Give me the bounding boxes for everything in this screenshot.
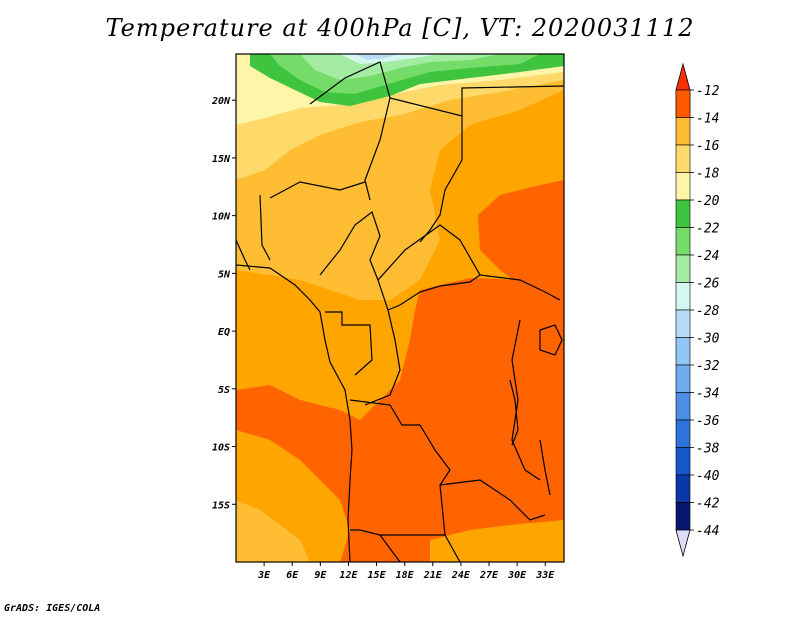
band-minus30-top bbox=[355, 54, 400, 60]
map-frame bbox=[235, 53, 565, 563]
colorbar-box bbox=[675, 199, 691, 228]
colorbar-box bbox=[675, 447, 691, 476]
colorbar-box bbox=[675, 282, 691, 311]
border-zambia bbox=[439, 479, 546, 521]
lake-malawi bbox=[539, 439, 551, 496]
band-minus26-top bbox=[300, 54, 500, 80]
border-south-sudan bbox=[479, 274, 561, 301]
colorbar-label: -16 bbox=[696, 139, 720, 154]
colorbar-box bbox=[675, 89, 691, 118]
lat-tick-label: 15S bbox=[212, 500, 230, 511]
colorbar-label: -30 bbox=[696, 332, 720, 347]
border-angola bbox=[349, 399, 451, 536]
colorbar-box bbox=[675, 419, 691, 448]
coastline-west bbox=[236, 264, 353, 562]
lon-tick-label: 24E bbox=[451, 570, 471, 581]
lon-tick-label: 12E bbox=[339, 570, 358, 581]
country-borders bbox=[236, 61, 564, 562]
border-cameroon-gabon bbox=[325, 311, 373, 376]
latitude-axis: 20N 15N 10N 5N EQ 5S 10S 15S bbox=[211, 96, 236, 511]
colorbar-bottom-arrow bbox=[675, 529, 691, 558]
lon-tick-label: 9E bbox=[314, 570, 327, 581]
colorbar-box bbox=[675, 227, 691, 256]
colorbar-label: -12 bbox=[696, 84, 720, 99]
band-minus16-central bbox=[300, 180, 380, 270]
colorbar-label: -44 bbox=[696, 524, 719, 539]
colorbar-boxes bbox=[675, 62, 691, 558]
lon-tick-label: 15E bbox=[368, 570, 387, 581]
colorbar-label: -32 bbox=[696, 359, 720, 374]
map-title: Temperature at 400hPa [C], VT: 202003111… bbox=[105, 14, 695, 42]
lon-tick-label: 30E bbox=[507, 570, 527, 581]
colorbar-box bbox=[675, 117, 691, 146]
lon-tick-label: 6E bbox=[286, 570, 299, 581]
lat-tick-label: 10S bbox=[212, 443, 230, 454]
colorbar-label: -42 bbox=[696, 497, 720, 512]
colorbar-label: -20 bbox=[696, 194, 720, 209]
colorbar-box bbox=[675, 172, 691, 201]
band-minus14-south-right bbox=[430, 520, 564, 562]
border-drc-east bbox=[511, 319, 541, 481]
lake-victoria bbox=[539, 324, 563, 356]
lon-tick-label: 18E bbox=[396, 570, 415, 581]
border-namibia-botswana bbox=[379, 534, 461, 562]
colorbar-box bbox=[675, 309, 691, 338]
colorbar-box bbox=[675, 364, 691, 393]
lon-tick-label: 27E bbox=[479, 570, 499, 581]
border-nigeria-cameroon bbox=[319, 211, 389, 311]
lon-tick-label: 3E bbox=[257, 570, 271, 581]
grads-credit: GrADS: IGES/COLA bbox=[4, 603, 101, 614]
colorbar-box bbox=[675, 144, 691, 173]
colorbar-label: -26 bbox=[696, 277, 720, 292]
colorbar-label: -38 bbox=[696, 442, 720, 457]
colorbar-top-arrow bbox=[675, 62, 691, 91]
band-minus12-east bbox=[478, 180, 564, 290]
colorbar-label: -22 bbox=[696, 222, 720, 237]
lon-tick-label: 33E bbox=[535, 570, 555, 581]
colorbar-label: -28 bbox=[696, 304, 720, 319]
lat-tick-label: 15N bbox=[212, 154, 231, 165]
colorbar-box bbox=[675, 502, 691, 531]
colorbar-box bbox=[675, 474, 691, 503]
colorbar-label: -18 bbox=[696, 167, 720, 182]
lat-tick-label: 20N bbox=[211, 96, 231, 107]
colorbar-box bbox=[675, 337, 691, 366]
lake-tanganyika bbox=[509, 379, 519, 446]
colorbar-label: -14 bbox=[696, 112, 719, 127]
colorbar-box bbox=[675, 254, 691, 283]
border-benin-togo bbox=[259, 194, 271, 261]
colorbar-label: -24 bbox=[696, 249, 719, 264]
border-car bbox=[377, 224, 481, 311]
temperature-field bbox=[236, 54, 564, 562]
colorbar-label: -40 bbox=[696, 469, 720, 484]
colorbar-label: -36 bbox=[696, 414, 720, 429]
longitude-axis: 3E 6E 9E 12E 15E 18E 21E 24E 27E 30E 33E bbox=[257, 562, 555, 581]
border-congo bbox=[364, 309, 401, 406]
band-minus16-southwest bbox=[236, 500, 310, 562]
border-niger-nigeria bbox=[269, 181, 366, 199]
border-niger-chad bbox=[364, 97, 391, 201]
colorbar-label: -34 bbox=[696, 387, 719, 402]
border-chad-sudan bbox=[419, 116, 463, 243]
colorbar-labels: -12 -14 -16 -18 -20 -22 -24 -26 -28 -30 -32 -34 -36 -… bbox=[690, 84, 720, 539]
lon-tick-label: 21E bbox=[423, 570, 443, 581]
lat-tick-label: 5S bbox=[218, 385, 230, 396]
lat-tick-label: 5N bbox=[218, 269, 231, 280]
lat-tick-label: EQ bbox=[218, 327, 230, 338]
colorbar-box bbox=[675, 392, 691, 421]
lat-tick-label: 10N bbox=[212, 212, 231, 223]
